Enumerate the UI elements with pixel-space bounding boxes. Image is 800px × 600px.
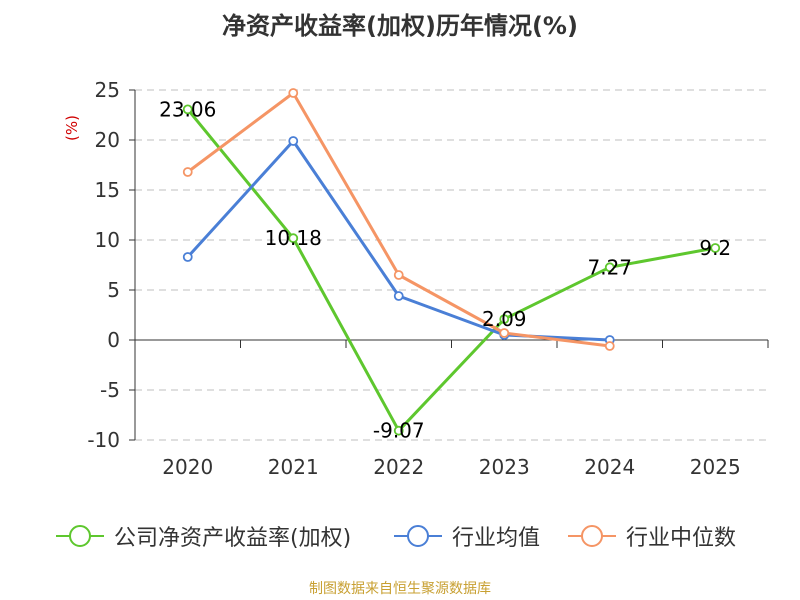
- x-tick-label: 2020: [162, 455, 213, 479]
- data-point-2: [393, 270, 404, 280]
- x-tick-label: 2024: [584, 455, 635, 479]
- data-label: 2.09: [482, 307, 527, 331]
- data-label: 9.2: [699, 236, 731, 260]
- x-tick-label: 2025: [690, 455, 741, 479]
- data-point-0: [499, 314, 510, 325]
- data-labels: 23.06 10.18 -9.07 2.09 7.27 9.2: [159, 97, 731, 442]
- y-tick-label: 0: [107, 328, 120, 352]
- data-label: -9.07: [373, 419, 425, 443]
- legend-item-industry-median[interactable]: 行业中位数: [566, 520, 736, 552]
- series-line-0: [186, 108, 716, 433]
- data-label: 23.06: [159, 97, 216, 121]
- legend-label-industry-mean: 行业均值: [452, 526, 541, 551]
- legend-line-marker-icon: [394, 525, 442, 547]
- y-axis-label: (%): [63, 115, 81, 141]
- legend-label-industry-median: 行业中位数: [626, 526, 737, 551]
- data-label: 10.18: [265, 226, 322, 250]
- legend-line-marker-icon: [56, 525, 104, 547]
- data-point-0: [604, 262, 615, 273]
- data-point-0: [710, 243, 721, 253]
- axes: 25 20 15 10 5 0 -5 -10 2020 2021 2022 2023 2024 2025: [87, 78, 769, 479]
- y-tick-label: 10: [95, 228, 120, 252]
- data-point-1: [393, 291, 404, 301]
- y-tick-label: 15: [95, 178, 120, 202]
- data-point-2: [604, 341, 615, 351]
- legend-label-company: 公司净资产收益率(加权): [114, 526, 352, 551]
- grid-lines: [135, 89, 768, 441]
- x-tick-label: 2021: [268, 455, 319, 479]
- source-note: 制图数据来自恒生聚源数据库: [309, 581, 491, 597]
- data-point-0: [288, 233, 299, 244]
- data-point-0: [393, 425, 404, 436]
- series-line-2: [186, 91, 610, 348]
- series-layer: [182, 88, 721, 436]
- legend-item-industry-mean[interactable]: 行业均值: [392, 520, 540, 552]
- x-tick-label: 2023: [479, 455, 530, 479]
- legend-item-company[interactable]: 公司净资产收益率(加权): [54, 520, 351, 552]
- chart-title: 净资产收益率(加权)历年情况(%): [222, 12, 578, 40]
- y-tick-label: -5: [100, 378, 120, 402]
- data-point-0: [182, 104, 193, 115]
- data-point-2: [499, 328, 510, 338]
- data-point-1: [288, 136, 299, 146]
- x-tick-label: 2022: [373, 455, 424, 479]
- legend-line-marker-icon: [568, 525, 616, 547]
- y-tick-label: 20: [95, 128, 120, 152]
- y-tick-label: -10: [87, 428, 120, 452]
- y-tick-label: 5: [107, 278, 120, 302]
- y-tick-label: 25: [95, 78, 120, 102]
- data-label: 7.27: [587, 255, 632, 279]
- data-point-2: [182, 167, 193, 177]
- data-point-1: [182, 252, 193, 262]
- data-point-2: [288, 88, 299, 98]
